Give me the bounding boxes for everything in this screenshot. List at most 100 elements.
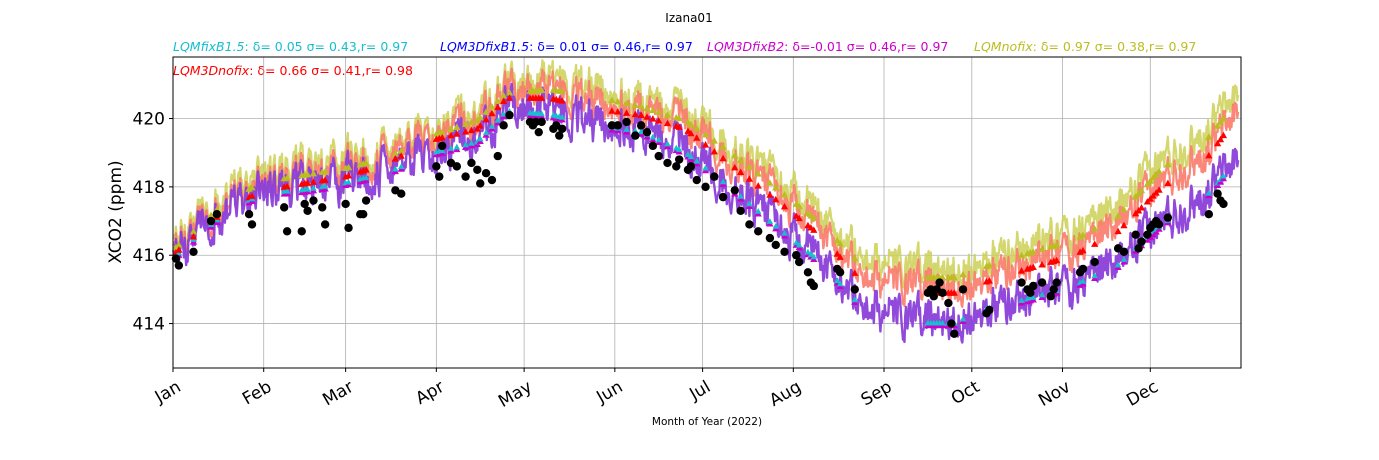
observation-point	[736, 206, 745, 215]
marker-lqm3dnofix	[663, 119, 672, 127]
legend-stats: : δ= 0.66 σ= 0.41,r= 0.98	[249, 63, 413, 78]
marker-lqmnofix	[283, 174, 291, 181]
marker-lqmfixb15	[834, 277, 841, 284]
observation-point	[938, 288, 947, 298]
observation-point	[926, 285, 936, 294]
observation-point	[499, 121, 508, 130]
observation-point	[432, 162, 441, 171]
marker-lqmfixb15	[538, 110, 545, 117]
observation-point	[803, 268, 813, 277]
marker-lqm3dnofix	[1219, 131, 1228, 139]
marker-lqm3dnofix	[494, 103, 502, 111]
marker-lqmfixb15	[1018, 297, 1025, 303]
marker-lqmfixb15	[477, 135, 484, 142]
marker-lqm3dnofix	[462, 128, 470, 135]
marker-lqmnofix	[467, 118, 476, 126]
observation-point	[944, 298, 953, 308]
marker-lqmnofix	[836, 239, 844, 247]
observation-point	[437, 141, 447, 151]
marker-lqm3dnofix	[189, 233, 198, 240]
legend-model: LQM3DfixB2	[707, 39, 784, 54]
observation-point	[1163, 213, 1173, 222]
observation-point	[1137, 237, 1146, 246]
marker-lqmnofix	[754, 170, 762, 177]
marker-lqmfixb15	[766, 218, 774, 224]
marker-lqmfixb15	[1220, 172, 1227, 179]
marker-lqmnofix	[637, 102, 645, 110]
marker-lqm3dnofix	[1164, 179, 1172, 187]
observation-point	[247, 220, 257, 229]
marker-lqmfixb15	[755, 208, 762, 214]
marker-lqmnofix	[321, 167, 329, 175]
marker-lqmnofix	[1114, 212, 1122, 219]
marker-lqm3dnofix	[701, 141, 710, 148]
grid	[172, 57, 1241, 368]
legend-entry-lqmfixb15: LQMfixB1.5: δ= 0.05 σ= 0.43,r= 0.97	[173, 39, 408, 54]
marker-lqmnofix	[655, 108, 663, 115]
x-tick-label: Dec	[1123, 377, 1161, 411]
marker-lqmnofix	[447, 125, 455, 132]
marker-lqm3dnofix	[950, 289, 958, 296]
marker-lqmnofix	[462, 120, 470, 128]
marker-lqmfixb15	[719, 178, 727, 185]
y-tick-label: 418	[133, 178, 165, 198]
observation-point	[850, 285, 859, 294]
legend-entry-lqmnofix: LQMnofix: δ= 0.97 σ= 0.38,r= 0.97	[974, 39, 1196, 54]
marker-lqm3dnofix	[1053, 256, 1061, 264]
marker-lqmnofix	[438, 128, 446, 135]
marker-lqm3dnofix	[447, 131, 455, 139]
observation-point	[1090, 257, 1099, 267]
observation-point	[754, 227, 763, 236]
marker-lqm3dnofix	[1205, 151, 1213, 159]
marker-lqmfixb15	[500, 110, 507, 117]
marker-lqmfixb15	[310, 184, 317, 191]
marker-lqmnofix	[1164, 160, 1172, 168]
observation-point	[622, 117, 631, 127]
marker-lqmnofix	[1205, 133, 1213, 140]
legend-model: LQM3DfixB1.5	[440, 39, 529, 54]
observation-point	[631, 131, 640, 140]
marker-lqmnofix	[710, 137, 718, 144]
marker-lqm3dnofix	[851, 269, 859, 276]
y-tick-label: 416	[133, 246, 165, 266]
observation-point	[487, 175, 497, 185]
observation-point	[300, 199, 309, 209]
observation-point	[505, 110, 514, 120]
observation-point	[701, 182, 710, 192]
marker-lqm3dnofix	[772, 195, 780, 203]
observation-point	[435, 172, 444, 181]
observation-point	[282, 227, 292, 236]
marker-lqmfixb15	[304, 185, 311, 192]
x-tick-label: Feb	[239, 377, 275, 409]
marker-lqmnofix	[303, 170, 312, 178]
observation-point	[686, 162, 696, 171]
marker-lqmnofix	[1053, 241, 1061, 248]
legend-stats: : δ= 0.05 σ= 0.43,r= 0.97	[245, 39, 409, 54]
observation-point	[344, 223, 353, 233]
marker-lqmfixb15	[462, 141, 469, 148]
marker-lqmnofix	[500, 92, 508, 99]
marker-lqmnofix	[608, 96, 616, 104]
observation-point	[1052, 278, 1061, 287]
marker-lqmfixb15	[558, 113, 566, 120]
marker-lqmfixb15	[649, 133, 657, 140]
marker-lqmnofix	[950, 273, 958, 281]
marker-lqmfixb15	[494, 117, 501, 123]
marker-lqmnofix	[643, 104, 651, 112]
observation-point	[1154, 220, 1164, 229]
marker-lqm3dnofix	[1114, 227, 1122, 235]
marker-lqm3dnofix	[810, 226, 818, 233]
line-3dnofix	[172, 67, 1240, 308]
observation-point	[1134, 244, 1143, 253]
observation-point	[935, 278, 944, 287]
observation-point	[654, 151, 663, 161]
marker-lqm3dnofix	[1155, 186, 1163, 193]
marker-lqmnofix	[1120, 205, 1128, 213]
marker-lqmfixb15	[453, 143, 461, 150]
observation-point	[613, 121, 622, 130]
observation-point	[675, 155, 684, 164]
marker-lqmfixb15	[793, 239, 800, 246]
observation-point	[672, 162, 681, 171]
marker-lqm3dnofix	[637, 111, 645, 118]
marker-lqm3dnofix	[482, 115, 490, 123]
